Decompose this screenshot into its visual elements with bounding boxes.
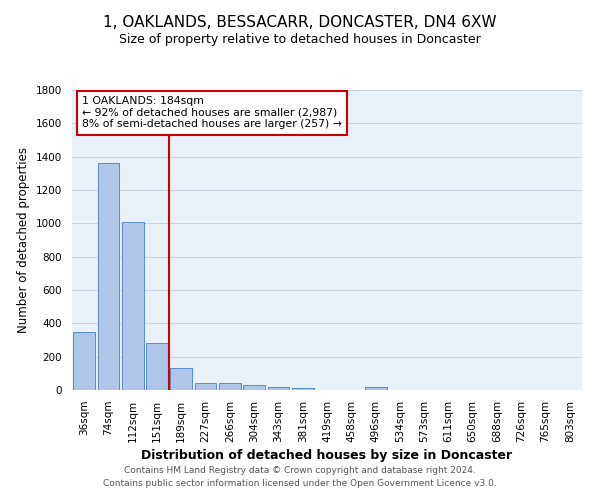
Text: Size of property relative to detached houses in Doncaster: Size of property relative to detached ho… (119, 32, 481, 46)
Text: 1, OAKLANDS, BESSACARR, DONCASTER, DN4 6XW: 1, OAKLANDS, BESSACARR, DONCASTER, DN4 6… (103, 15, 497, 30)
Bar (146, 342, 168, 390)
Bar (122, 222, 143, 390)
Bar (268, 387, 289, 390)
Bar (365, 387, 386, 390)
Bar (97, 164, 119, 390)
Bar (219, 383, 241, 390)
Bar (73, 332, 95, 390)
Bar (292, 388, 314, 390)
Y-axis label: Number of detached properties: Number of detached properties (17, 147, 31, 333)
Text: Contains HM Land Registry data © Crown copyright and database right 2024.
Contai: Contains HM Land Registry data © Crown c… (103, 466, 497, 487)
Bar (243, 385, 265, 390)
Text: 1 OAKLANDS: 184sqm
← 92% of detached houses are smaller (2,987)
8% of semi-detac: 1 OAKLANDS: 184sqm ← 92% of detached hou… (82, 96, 342, 129)
X-axis label: Distribution of detached houses by size in Doncaster: Distribution of detached houses by size … (142, 449, 512, 462)
Bar (170, 368, 192, 390)
Bar (194, 383, 217, 390)
